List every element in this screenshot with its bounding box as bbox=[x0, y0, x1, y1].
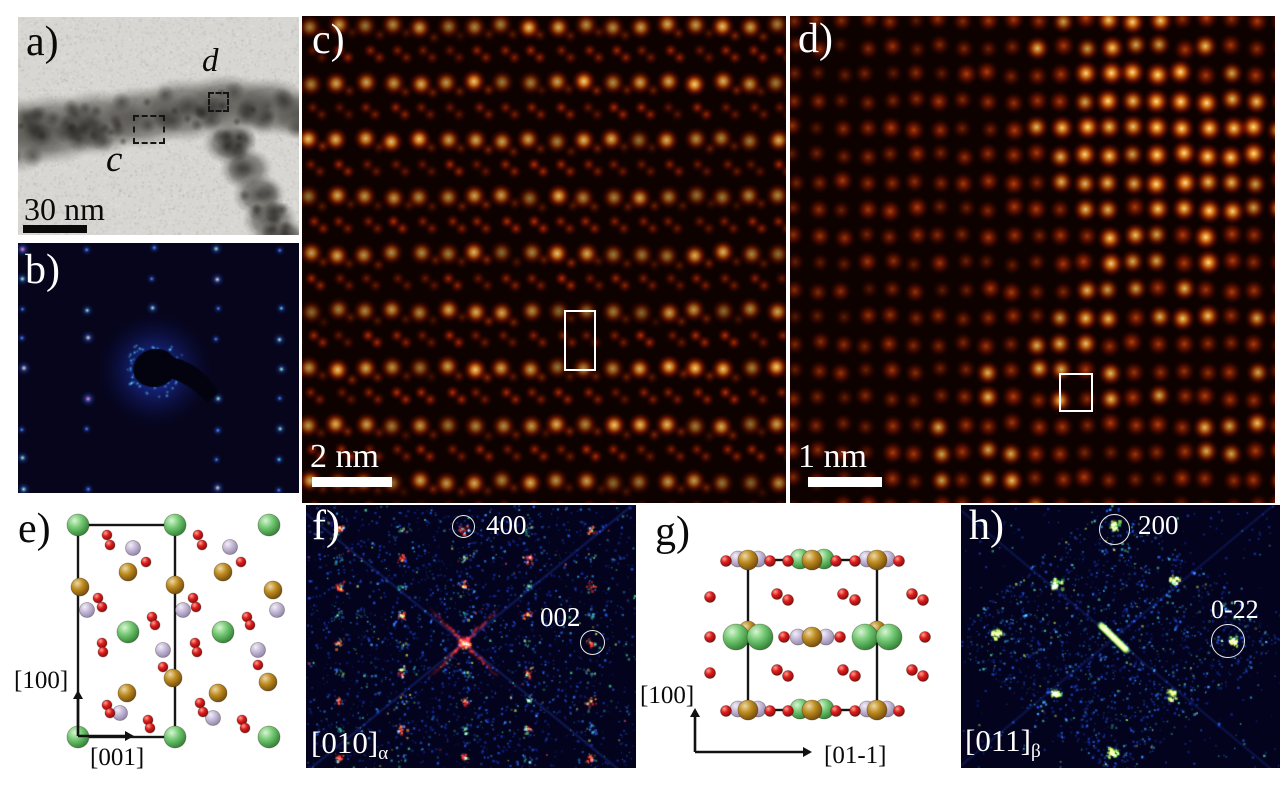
panel-b-letter: b) bbox=[25, 247, 60, 293]
panel-c-letter: c) bbox=[312, 17, 345, 63]
panel-h-letter: h) bbox=[969, 505, 1004, 549]
zone-axis-label-alpha: [010]α bbox=[311, 727, 388, 763]
reflection-label-002: 002 bbox=[540, 602, 581, 632]
region-c-marker-box bbox=[133, 115, 165, 144]
zone-axis-text: [011] bbox=[965, 723, 1031, 758]
panel-d-letter: d) bbox=[798, 16, 833, 62]
stem-lattice-canvas bbox=[302, 16, 786, 503]
crystal-structure-drawing bbox=[690, 548, 931, 757]
panel-d-stem-lattice-image: d) 1 nm bbox=[790, 16, 1275, 503]
panel-g-crystal-structure-model: g) [100] [01-1] bbox=[640, 505, 958, 787]
axis-label-100: [100] bbox=[640, 682, 695, 709]
axis-label-01-1: [01-1] bbox=[824, 742, 887, 769]
panel-a-letter: a) bbox=[26, 19, 59, 65]
panel-e-crystal-structure-model: e) [100] [001] bbox=[10, 505, 308, 787]
scale-bar bbox=[312, 477, 392, 487]
reflection-label-400: 400 bbox=[486, 510, 527, 540]
panel-a-tem-image: a) d c 30 nm bbox=[18, 17, 299, 235]
unit-cell-marker-box bbox=[564, 310, 596, 371]
scale-bar bbox=[808, 477, 882, 487]
diffraction-pattern-canvas bbox=[18, 243, 299, 493]
stem-lattice-canvas bbox=[790, 16, 1275, 503]
panel-e-letter: e) bbox=[18, 506, 51, 552]
scale-bar-label: 1 nm bbox=[798, 438, 867, 475]
panel-g-letter: g) bbox=[655, 509, 690, 555]
reflection-label-200: 200 bbox=[1138, 510, 1179, 540]
panel-h-fft-pattern: h) 200 0-22 [011]β bbox=[961, 505, 1280, 768]
region-d-label: d bbox=[202, 43, 219, 79]
reflection-circle-0-22 bbox=[1211, 624, 1245, 658]
scale-bar-label: 2 nm bbox=[310, 438, 379, 475]
zone-axis-subscript: β bbox=[1031, 740, 1041, 762]
unit-cell-marker-box bbox=[1059, 373, 1093, 412]
crystal-structure-drawing bbox=[66, 513, 285, 749]
tem-micrograph-canvas bbox=[18, 17, 299, 235]
axis-label-100: [100] bbox=[14, 667, 69, 694]
region-d-marker-box bbox=[208, 92, 229, 112]
region-c-label: c bbox=[106, 139, 123, 180]
zone-axis-label-beta: [011]β bbox=[965, 725, 1041, 761]
zone-axis-text: [010] bbox=[311, 725, 379, 760]
reflection-label-0-22: 0-22 bbox=[1211, 595, 1259, 624]
axis-label-001: [001] bbox=[90, 744, 145, 771]
panel-f-fft-pattern: f) 400 002 [010]α bbox=[306, 505, 636, 768]
zone-axis-subscript: α bbox=[378, 742, 389, 764]
panel-b-diffraction-pattern: b) bbox=[18, 243, 299, 493]
reflection-circle-002 bbox=[580, 630, 605, 655]
scale-bar bbox=[23, 225, 87, 233]
reflection-circle-200 bbox=[1099, 514, 1130, 545]
panel-f-letter: f) bbox=[312, 505, 340, 549]
reflection-circle-400 bbox=[452, 515, 475, 538]
panel-c-stem-lattice-image: c) 2 nm bbox=[302, 16, 786, 503]
scale-bar-label: 30 nm bbox=[24, 191, 105, 227]
